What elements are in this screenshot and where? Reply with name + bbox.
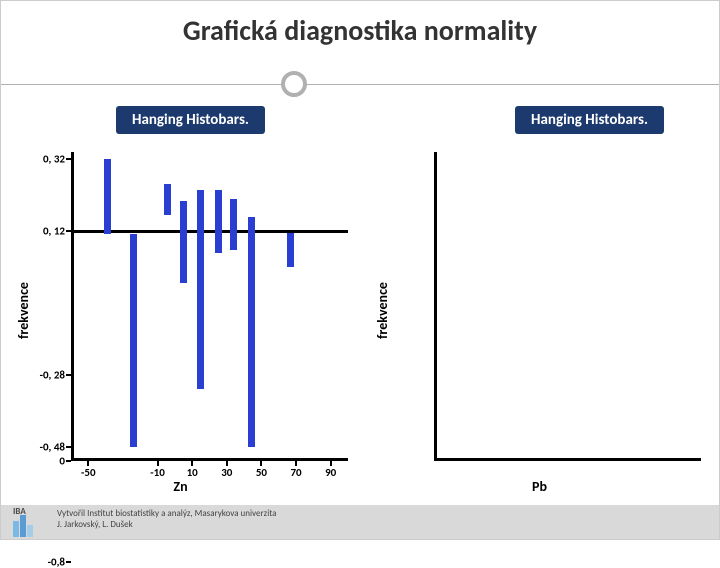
xtick-label: 10 bbox=[187, 466, 198, 479]
subtitle-row: Hanging Histobars. Hanging Histobars. bbox=[1, 106, 719, 134]
circle-icon bbox=[281, 71, 307, 97]
histobar bbox=[180, 201, 187, 284]
y-axis bbox=[434, 152, 437, 461]
xtick-label: 30 bbox=[221, 466, 232, 479]
xtick-label: -50 bbox=[81, 466, 96, 479]
plot-left: 0, 320, 12-0,8-0, 28-0, 480-50-101030507… bbox=[71, 152, 348, 461]
xtick-label: -10 bbox=[150, 466, 165, 479]
xlabel-left: Zn bbox=[173, 478, 187, 495]
y-axis bbox=[71, 152, 74, 461]
horizontal-rule bbox=[1, 84, 719, 85]
xtick-label: 90 bbox=[325, 466, 336, 479]
subtitle-left: Hanging Histobars. bbox=[116, 106, 265, 134]
subtitle-right: Hanging Histobars. bbox=[515, 106, 664, 134]
histobar bbox=[287, 233, 294, 267]
x-axis bbox=[71, 458, 348, 461]
footer: Vytvořil Institut biostatistiky a analýz… bbox=[1, 505, 719, 539]
x-axis bbox=[434, 458, 701, 461]
histobar bbox=[215, 190, 222, 253]
xtick-label: 50 bbox=[256, 466, 267, 479]
histobar bbox=[248, 217, 255, 447]
baseline bbox=[71, 230, 348, 233]
ylabel-right: frekvence bbox=[374, 282, 391, 339]
footer-line2: J. Jarkovský, L. Dušek bbox=[57, 520, 719, 531]
xtick-label: 70 bbox=[290, 466, 301, 479]
histobar bbox=[197, 190, 204, 389]
footer-line1: Vytvořil Institut biostatistiky a analýz… bbox=[57, 509, 719, 520]
histobar bbox=[164, 184, 171, 215]
plot-right bbox=[434, 152, 701, 461]
ylabel-left: frekvence bbox=[15, 282, 32, 339]
slide-title: Grafická diagnostika normality bbox=[1, 1, 719, 56]
histobar bbox=[230, 199, 237, 250]
histobar bbox=[130, 234, 137, 447]
charts-row: frekvence 0, 320, 12-0,8-0, 28-0, 480-50… bbox=[1, 146, 719, 497]
histobar bbox=[104, 159, 111, 233]
logo-icon bbox=[13, 515, 33, 537]
chart-right: frekvence Pb bbox=[360, 146, 719, 497]
xlabel-right: Pb bbox=[532, 478, 547, 495]
chart-left: frekvence 0, 320, 12-0,8-0, 28-0, 480-50… bbox=[1, 146, 360, 497]
